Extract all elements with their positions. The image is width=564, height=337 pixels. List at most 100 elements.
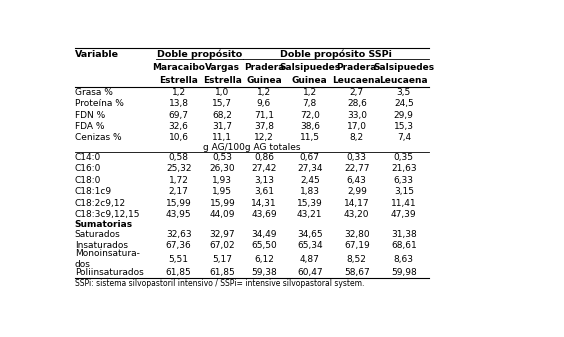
Text: 2,45: 2,45 (300, 176, 320, 185)
Text: 71,1: 71,1 (254, 111, 274, 120)
Text: 43,69: 43,69 (251, 210, 277, 219)
Text: 10,6: 10,6 (169, 133, 189, 143)
Text: Proteína %: Proteína % (75, 99, 124, 108)
Text: 1,93: 1,93 (213, 176, 232, 185)
Text: 68,61: 68,61 (391, 241, 417, 250)
Text: Salsipuedes: Salsipuedes (373, 63, 434, 72)
Text: 0,58: 0,58 (169, 153, 189, 162)
Text: Leucaena: Leucaena (333, 76, 381, 85)
Text: 44,09: 44,09 (210, 210, 235, 219)
Text: 26,30: 26,30 (210, 164, 235, 174)
Text: 65,50: 65,50 (251, 241, 277, 250)
Text: 32,63: 32,63 (166, 230, 192, 239)
Text: 17,0: 17,0 (347, 122, 367, 131)
Text: 15,3: 15,3 (394, 122, 414, 131)
Text: 31,38: 31,38 (391, 230, 417, 239)
Text: 8,52: 8,52 (347, 254, 367, 264)
Text: 22,77: 22,77 (344, 164, 369, 174)
Text: Guinea: Guinea (292, 76, 328, 85)
Text: 58,67: 58,67 (344, 268, 369, 277)
Text: 59,38: 59,38 (251, 268, 277, 277)
Text: FDA %: FDA % (75, 122, 104, 131)
Text: 3,5: 3,5 (396, 88, 411, 97)
Text: 12,2: 12,2 (254, 133, 274, 143)
Text: 1,83: 1,83 (300, 187, 320, 196)
Text: 24,5: 24,5 (394, 99, 413, 108)
Text: 9,6: 9,6 (257, 99, 271, 108)
Text: Poliinsaturados: Poliinsaturados (75, 268, 144, 277)
Text: 15,39: 15,39 (297, 198, 323, 208)
Text: 34,65: 34,65 (297, 230, 323, 239)
Text: 27,42: 27,42 (251, 164, 276, 174)
Text: 1,2: 1,2 (303, 88, 317, 97)
Text: 8,63: 8,63 (394, 254, 414, 264)
Text: 6,43: 6,43 (347, 176, 367, 185)
Text: 32,97: 32,97 (210, 230, 235, 239)
Text: 67,02: 67,02 (210, 241, 235, 250)
Text: 33,0: 33,0 (347, 111, 367, 120)
Text: 3,13: 3,13 (254, 176, 274, 185)
Text: 13,8: 13,8 (169, 99, 189, 108)
Text: 11,5: 11,5 (300, 133, 320, 143)
Text: 0,67: 0,67 (300, 153, 320, 162)
Text: C18:2c9,12: C18:2c9,12 (75, 198, 126, 208)
Text: 27,34: 27,34 (297, 164, 323, 174)
Text: 6,33: 6,33 (394, 176, 414, 185)
Text: 28,6: 28,6 (347, 99, 367, 108)
Text: 37,8: 37,8 (254, 122, 274, 131)
Text: Saturados: Saturados (75, 230, 121, 239)
Text: 15,99: 15,99 (209, 198, 235, 208)
Text: 1,2: 1,2 (171, 88, 186, 97)
Text: FDN %: FDN % (75, 111, 105, 120)
Text: Maracaibo: Maracaibo (152, 63, 205, 72)
Text: 0,53: 0,53 (213, 153, 232, 162)
Text: 15,7: 15,7 (213, 99, 232, 108)
Text: 72,0: 72,0 (300, 111, 320, 120)
Text: Grasa %: Grasa % (75, 88, 113, 97)
Text: 67,36: 67,36 (166, 241, 192, 250)
Text: 1,0: 1,0 (215, 88, 230, 97)
Text: g AG/100g AG totales: g AG/100g AG totales (203, 143, 301, 152)
Text: 65,34: 65,34 (297, 241, 323, 250)
Text: 6,12: 6,12 (254, 254, 274, 264)
Text: 34,49: 34,49 (251, 230, 277, 239)
Text: 29,9: 29,9 (394, 111, 414, 120)
Text: C18:0: C18:0 (75, 176, 102, 185)
Text: 60,47: 60,47 (297, 268, 323, 277)
Text: 59,98: 59,98 (391, 268, 417, 277)
Text: 2,99: 2,99 (347, 187, 367, 196)
Text: Sumatorias: Sumatorias (75, 220, 133, 229)
Text: Cenizas %: Cenizas % (75, 133, 121, 143)
Text: 8,2: 8,2 (350, 133, 364, 143)
Text: Doble propósito SSPi: Doble propósito SSPi (280, 50, 392, 59)
Text: 61,85: 61,85 (209, 268, 235, 277)
Text: 11,1: 11,1 (213, 133, 232, 143)
Text: 43,20: 43,20 (344, 210, 369, 219)
Text: 14,31: 14,31 (251, 198, 277, 208)
Text: Monoinsatura-
dos: Monoinsatura- dos (75, 249, 140, 269)
Text: SSPi: sistema silvopastoril intensivo / SSPi= intensive silvopastoral system.: SSPi: sistema silvopastoril intensivo / … (75, 279, 364, 288)
Text: 7,4: 7,4 (396, 133, 411, 143)
Text: Estrella: Estrella (159, 76, 198, 85)
Text: 2,17: 2,17 (169, 187, 188, 196)
Text: 3,15: 3,15 (394, 187, 414, 196)
Text: Vargas: Vargas (205, 63, 240, 72)
Text: 11,41: 11,41 (391, 198, 417, 208)
Text: Doble propósito: Doble propósito (157, 50, 242, 59)
Text: 69,7: 69,7 (169, 111, 189, 120)
Text: Pradera: Pradera (337, 63, 377, 72)
Text: 32,80: 32,80 (344, 230, 369, 239)
Text: 67,19: 67,19 (344, 241, 369, 250)
Text: Variable: Variable (75, 50, 119, 59)
Text: 43,95: 43,95 (166, 210, 192, 219)
Text: 31,7: 31,7 (213, 122, 232, 131)
Text: 2,7: 2,7 (350, 88, 364, 97)
Text: 4,87: 4,87 (300, 254, 320, 264)
Text: 38,6: 38,6 (300, 122, 320, 131)
Text: Insaturados: Insaturados (75, 241, 128, 250)
Text: C18:3c9,12,15: C18:3c9,12,15 (75, 210, 140, 219)
Text: 0,86: 0,86 (254, 153, 274, 162)
Text: 15,99: 15,99 (166, 198, 192, 208)
Text: 1,72: 1,72 (169, 176, 188, 185)
Text: Pradera: Pradera (244, 63, 284, 72)
